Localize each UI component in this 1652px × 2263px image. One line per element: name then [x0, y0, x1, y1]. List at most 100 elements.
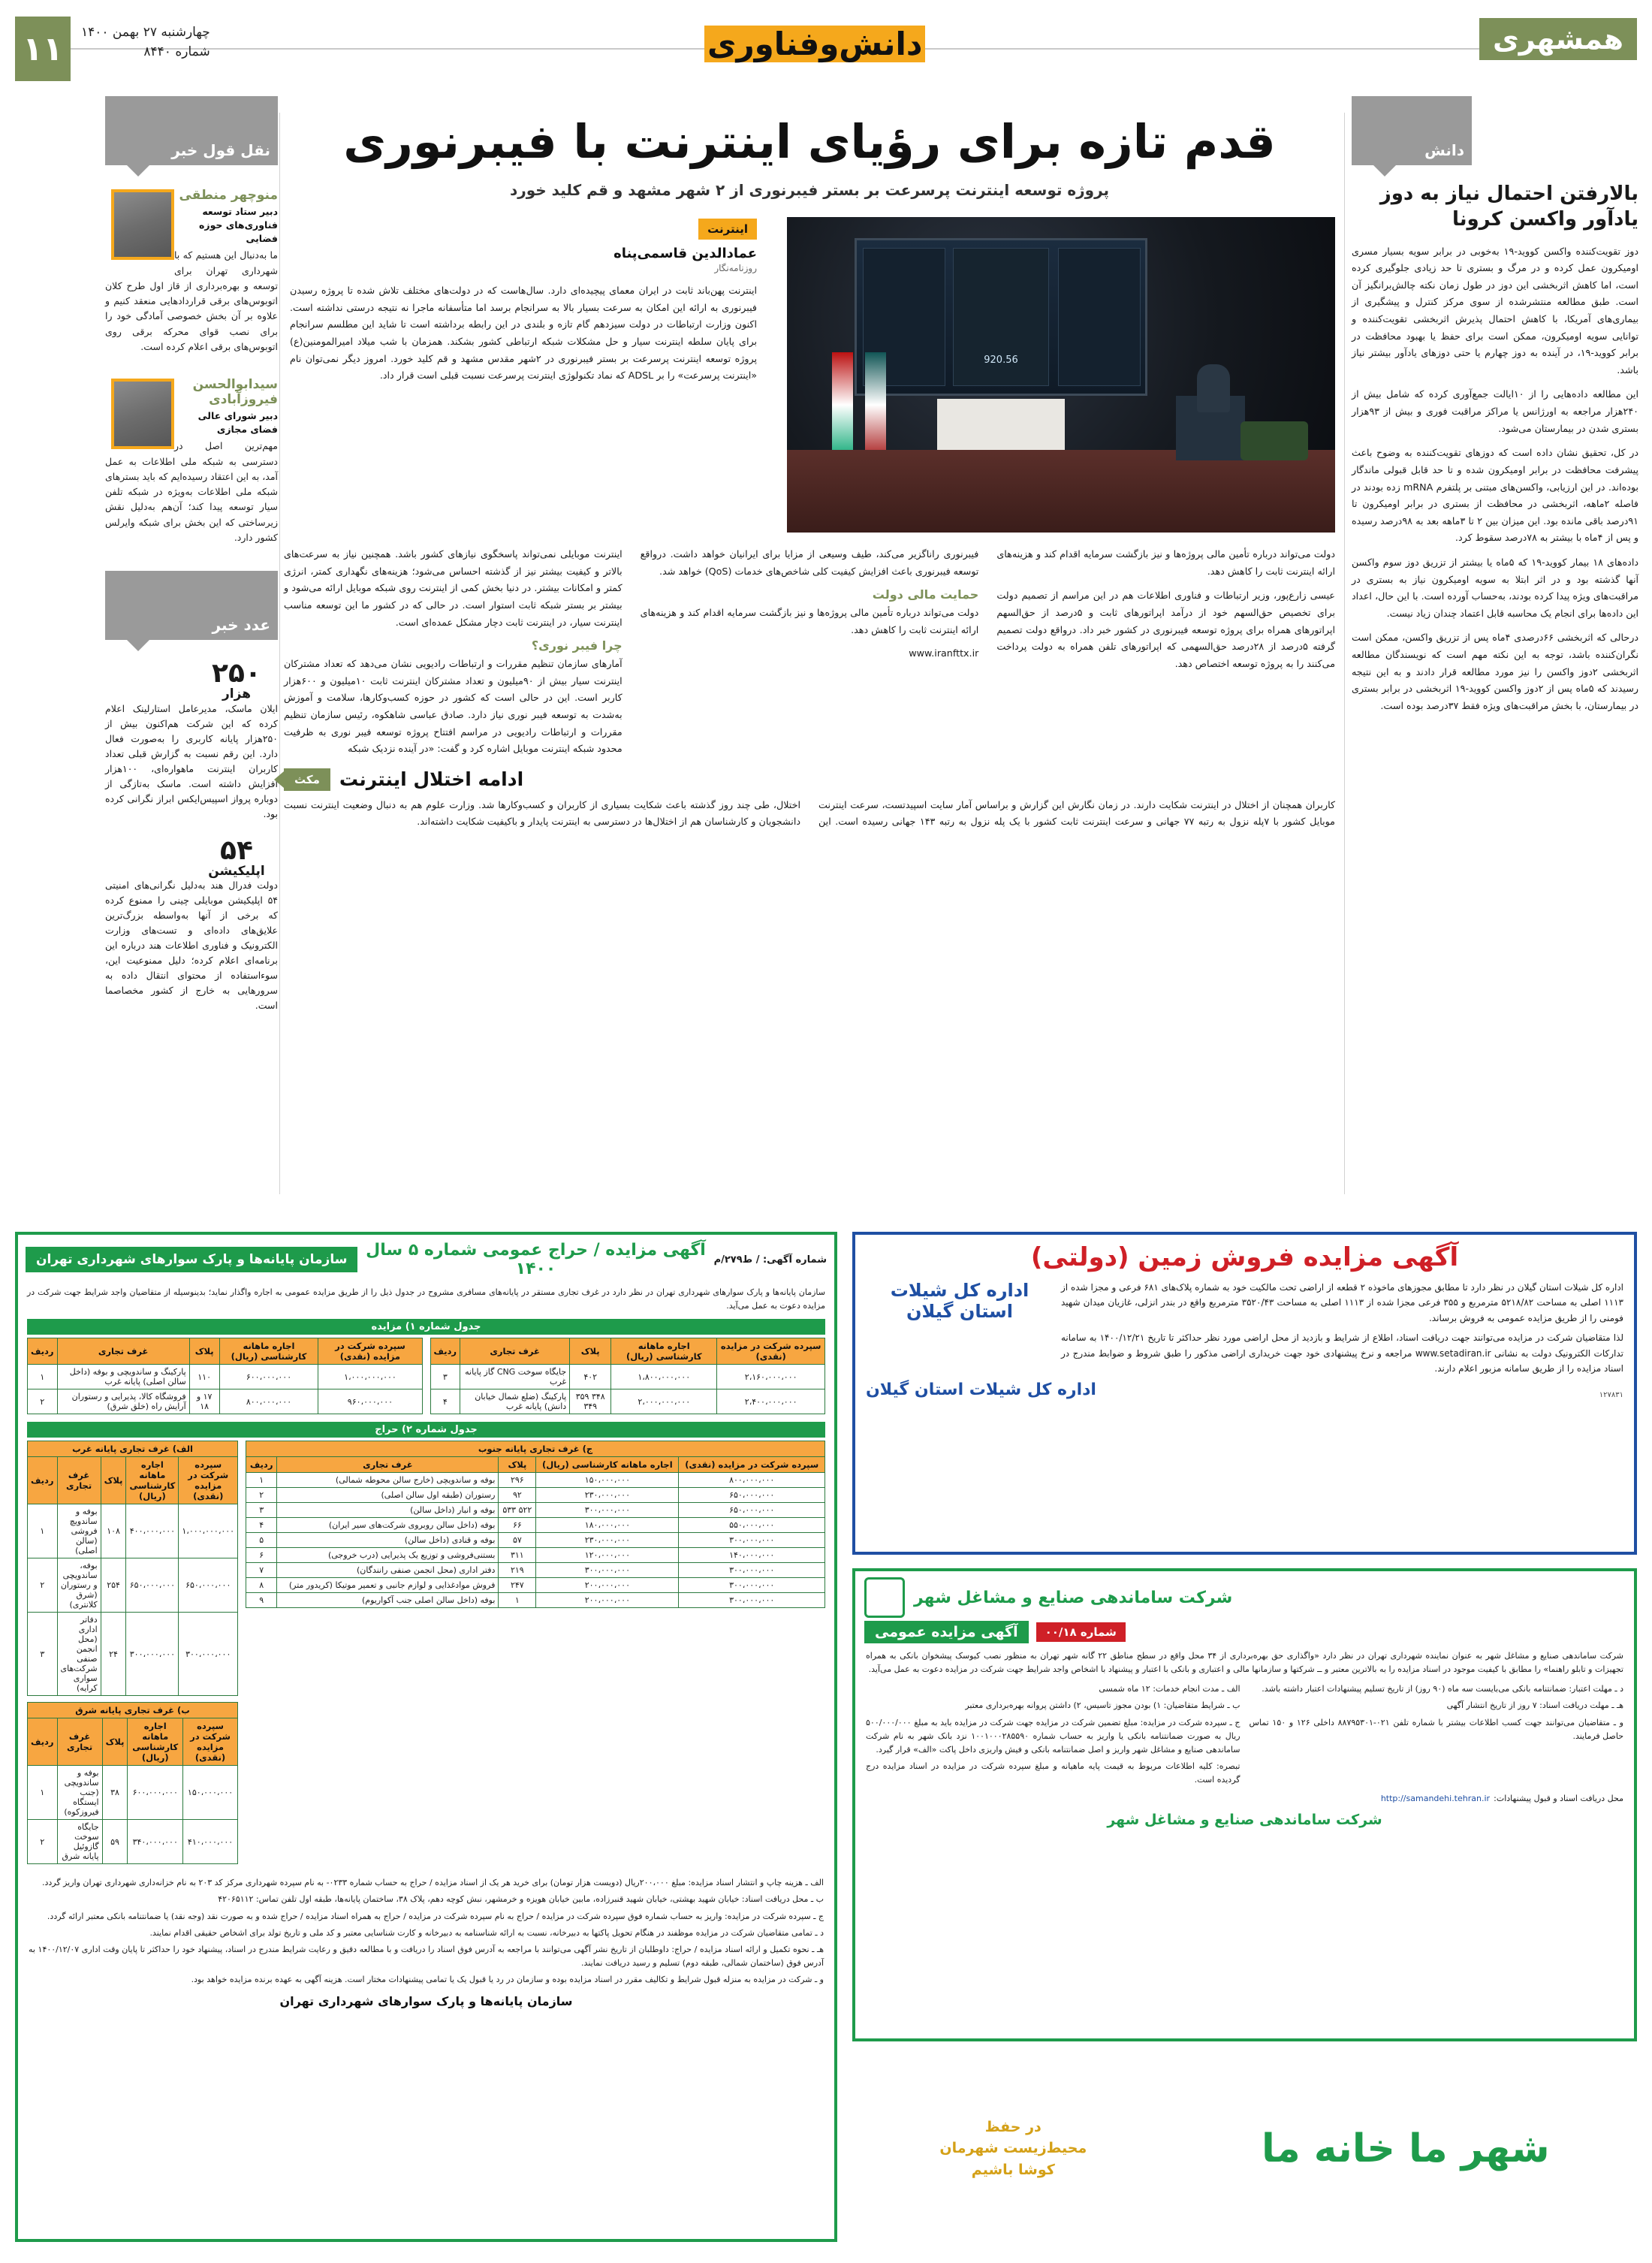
flag-icon	[865, 352, 886, 458]
cell: ۲۹۶	[498, 1472, 537, 1489]
cell: ۵۷	[498, 1532, 537, 1549]
page-number-badge: ۱۱	[15, 17, 71, 81]
ad-body: اداره کل شیلات استان گیلان در نظر دارد ت…	[1061, 1282, 1623, 1323]
article-photo-wrap: 920.56	[787, 217, 1335, 533]
cell: ۳۴۸ ۳۵۹ ۳۴۹	[569, 1389, 612, 1415]
cell: ۱۰۸	[100, 1504, 127, 1559]
table-row: ۸۰۰،۰۰۰،۰۰۰ ۱۵۰،۰۰۰،۰۰۰ ۲۹۶ بوفه و ساندویچی…	[246, 1472, 825, 1489]
speaker-person	[1197, 364, 1230, 413]
cell: ۴۰۲	[569, 1364, 612, 1390]
article-link[interactable]: www.iranfttx.ir	[909, 647, 979, 659]
ad-bullet: د ـ مهلت اعتبار: ضمانتنامه بانکی می‌بایس…	[1262, 1684, 1623, 1694]
stage-floor	[787, 450, 1335, 533]
cell: بوفه و انبار (داخل سالن)	[276, 1502, 499, 1519]
article-column: دولت می‌تواند درباره تأمین مالی پروژه‌ها…	[996, 546, 1335, 758]
article-paragraph: عیسی زارع‌پور، وزیر ارتباطات و فناوری اط…	[996, 590, 1335, 669]
cell: رستوران (طبقه اول سالن اصلی)	[276, 1487, 499, 1504]
cell: ۱	[246, 1472, 278, 1489]
cell: دفتر اداری (محل انجمن صنفی رانندگان)	[276, 1562, 499, 1579]
ad-note: هـ ـ نحوه تکمیل و ارائه اسناد مزایده / ح…	[29, 1944, 824, 1968]
cell: ۳	[246, 1502, 278, 1519]
cell: ۲،۱۶۰،۰۰۰،۰۰۰	[716, 1364, 825, 1390]
table2-caption: جدول شماره ۲) حراج	[27, 1422, 825, 1438]
th: غرف تجاری	[56, 1456, 101, 1505]
th: سپرده شرکت در مزایده (نقدی)	[678, 1456, 825, 1474]
ad-number: شماره آگهی: / ط۲۷۹/م	[713, 1254, 827, 1266]
quote-body: مهم‌ترین اصل در دسترسی به شبکه ملی اطلاع…	[105, 440, 278, 543]
cell: ۹	[246, 1592, 278, 1609]
cell: ۱۱۰	[188, 1364, 220, 1390]
th: غرف تجاری	[460, 1338, 571, 1365]
cell: بوفه و ساندویچی (خارج سالن محوطه شمالی)	[276, 1472, 499, 1489]
ad-bullet: الف ـ مدت انجام خدمات: ۱۲ ماه شمسی	[1099, 1684, 1241, 1694]
table-row: ۱،۰۰۰،۰۰۰،۰۰۰ ۴۰۰،۰۰۰،۰۰۰ ۱۰۸ بوفه و ساندوی…	[27, 1504, 239, 1559]
main-article: قدم تازه برای رؤیای اینترنت با فیبرنوری …	[284, 96, 1335, 831]
plants	[1241, 421, 1308, 461]
ad-footer: اداره کل شیلات استان گیلان	[866, 1380, 1096, 1400]
ad-terminals-auction: شماره آگهی: / ط۲۷۹/م آگهی مزایده / حراج …	[15, 1232, 837, 2242]
article-photo: 920.56	[787, 217, 1335, 533]
cell: ۶۵۰،۰۰۰،۰۰۰	[178, 1558, 239, 1613]
table-row: ۳۰۰،۰۰۰،۰۰۰ ۲۰۰،۰۰۰،۰۰۰ ۲۴۷ فروش موادغذایی …	[246, 1577, 825, 1594]
ad-body-2: لذا متقاضیان شرکت در مزایده می‌توانند جه…	[1061, 1332, 1623, 1374]
city-slogan-block: شهر ما خانه ما در حفظ محیط‌زیست شهرمان ک…	[852, 2055, 1637, 2242]
th: پلاک	[569, 1338, 612, 1365]
ad-body: شرکت ساماندهی صنایع و مشاغل شهر به عنوان…	[866, 1651, 1624, 1675]
cell: ۳۰۰،۰۰۰،۰۰۰	[678, 1532, 825, 1549]
issue-date: چهارشنبه ۲۷ بهمن ۱۴۰۰	[81, 25, 210, 40]
cell: ۲۰۰،۰۰۰،۰۰۰	[535, 1592, 680, 1609]
cell: ۳۴۰،۰۰۰،۰۰۰	[127, 1819, 183, 1865]
th: غرف تجاری	[276, 1456, 499, 1474]
table-row: ۶۵۰،۰۰۰،۰۰۰ ۳۰۰،۰۰۰،۰۰۰ ۵۲۲ ۵۳۳ بوفه و انبا…	[246, 1502, 825, 1519]
th: پلاک	[188, 1338, 220, 1365]
auction-table-a: الف) غرف تجاری پایانه غرب سپرده شرکت در …	[26, 1441, 239, 1697]
article-paragraph: دولت می‌تواند درباره تأمین مالی پروژه‌ها…	[996, 548, 1335, 577]
ad-left-footer: سازمان پایانه‌ها و پارک سوارهای شهرداری …	[279, 1994, 573, 2009]
cell: بوفه، ساندویچی و رستوران (شرق کلانتری)	[56, 1558, 101, 1613]
ad-org: اداره کل شیلات استان گیلان	[890, 1280, 1029, 1322]
stat-value: ۲۵۰ هزار	[195, 659, 278, 702]
cell: ۸	[246, 1577, 278, 1594]
ad-footer: شرکت ساماندهی صنایع و مشاغل شهر	[1107, 1812, 1382, 1829]
page-number: ۱۱	[23, 29, 63, 68]
ad-note: الف ـ هزینه چاپ و انتشار اسناد مزایده: م…	[42, 1878, 824, 1888]
cell: ۲۱۹	[498, 1562, 537, 1579]
cell: بوفه (داخل سالن اصلی جنب آکواریوم)	[276, 1592, 499, 1609]
quote-author-name: منوچهر منطقی	[179, 188, 278, 203]
email-link[interactable]: http://samandehi.tehran.ir	[1380, 1794, 1491, 1804]
table-row: ۵۵۰،۰۰۰،۰۰۰ ۱۸۰،۰۰۰،۰۰۰ ۶۶ بوفه (داخل سالن …	[246, 1517, 825, 1534]
subhead-gov: حمایت مالی دولت	[872, 587, 979, 602]
badge-science: دانش	[1352, 96, 1472, 177]
stat-text: ایلان ماسک، مدیرعامل استارلینک اعلام کرد…	[105, 702, 278, 819]
cell: ۳	[27, 1612, 58, 1697]
th: غرف تجاری	[56, 1338, 190, 1365]
stat-unit: هزار	[222, 686, 251, 702]
screen-panel	[1058, 248, 1141, 387]
th-group: ج) غرف تجاری پایانه جنوب	[246, 1441, 825, 1458]
badge-science-label: دانش	[1424, 141, 1464, 159]
ad-bullet: و ـ متقاضیان می‌توانند جهت کسب اطلاعات ب…	[1249, 1717, 1624, 1741]
cell: ۲	[27, 1389, 58, 1415]
right-headline: بالارفتن احتمال نیاز به دوز یادآور واکسن…	[1379, 183, 1638, 231]
stat-item: ۵۴ اپلیکیشن	[105, 836, 278, 879]
stat-number: ۲۵۰	[212, 658, 261, 689]
cell: ۶۰۰،۰۰۰،۰۰۰	[219, 1364, 319, 1390]
table-row: ۳۰۰،۰۰۰،۰۰۰ ۲۰۰،۰۰۰،۰۰۰ ۱ بوفه (داخل سالن ا…	[246, 1592, 825, 1609]
th: ردیف	[246, 1456, 278, 1474]
th: ردیف	[27, 1456, 58, 1505]
th: پلاک	[100, 1456, 127, 1505]
cell: ۶۶	[498, 1517, 537, 1534]
ad-email-row: محل دریافت اسناد و قبول پیشنهادات: http:…	[855, 1787, 1634, 1809]
cell: فروشگاه کالا، پذیرایی و رستوران آرایش را…	[56, 1389, 190, 1415]
table-row: ۴۱۰،۰۰۰،۰۰۰ ۳۴۰،۰۰۰،۰۰۰ ۵۹ جایگاه سوخت گازو…	[27, 1819, 239, 1865]
quote-author-role: دبیر شورای عالی فضای مجازی	[197, 410, 278, 436]
right-paragraph: داده‌های ۱۸ بیمار کووید-۱۹ که ۵ماه یا بی…	[1352, 556, 1638, 619]
maks-chip: مکث	[284, 768, 330, 791]
th: ردیف	[27, 1718, 58, 1767]
issue-info: چهارشنبه ۲۷ بهمن ۱۴۰۰ شماره ۸۴۴۰	[81, 23, 210, 62]
column-divider	[1344, 113, 1345, 1194]
cell: ۹۶۰،۰۰۰،۰۰۰	[318, 1389, 423, 1415]
advertisements-region: شماره آگهی: / ط۲۷۹/م آگهی مزایده / حراج …	[15, 1232, 1637, 2246]
byline-name: عمادالدین قاسمی‌پناه	[613, 246, 757, 262]
right-paragraph: دوز تقویت‌کننده واکسن کووید-۱۹ به‌خوبی د…	[1352, 245, 1638, 376]
